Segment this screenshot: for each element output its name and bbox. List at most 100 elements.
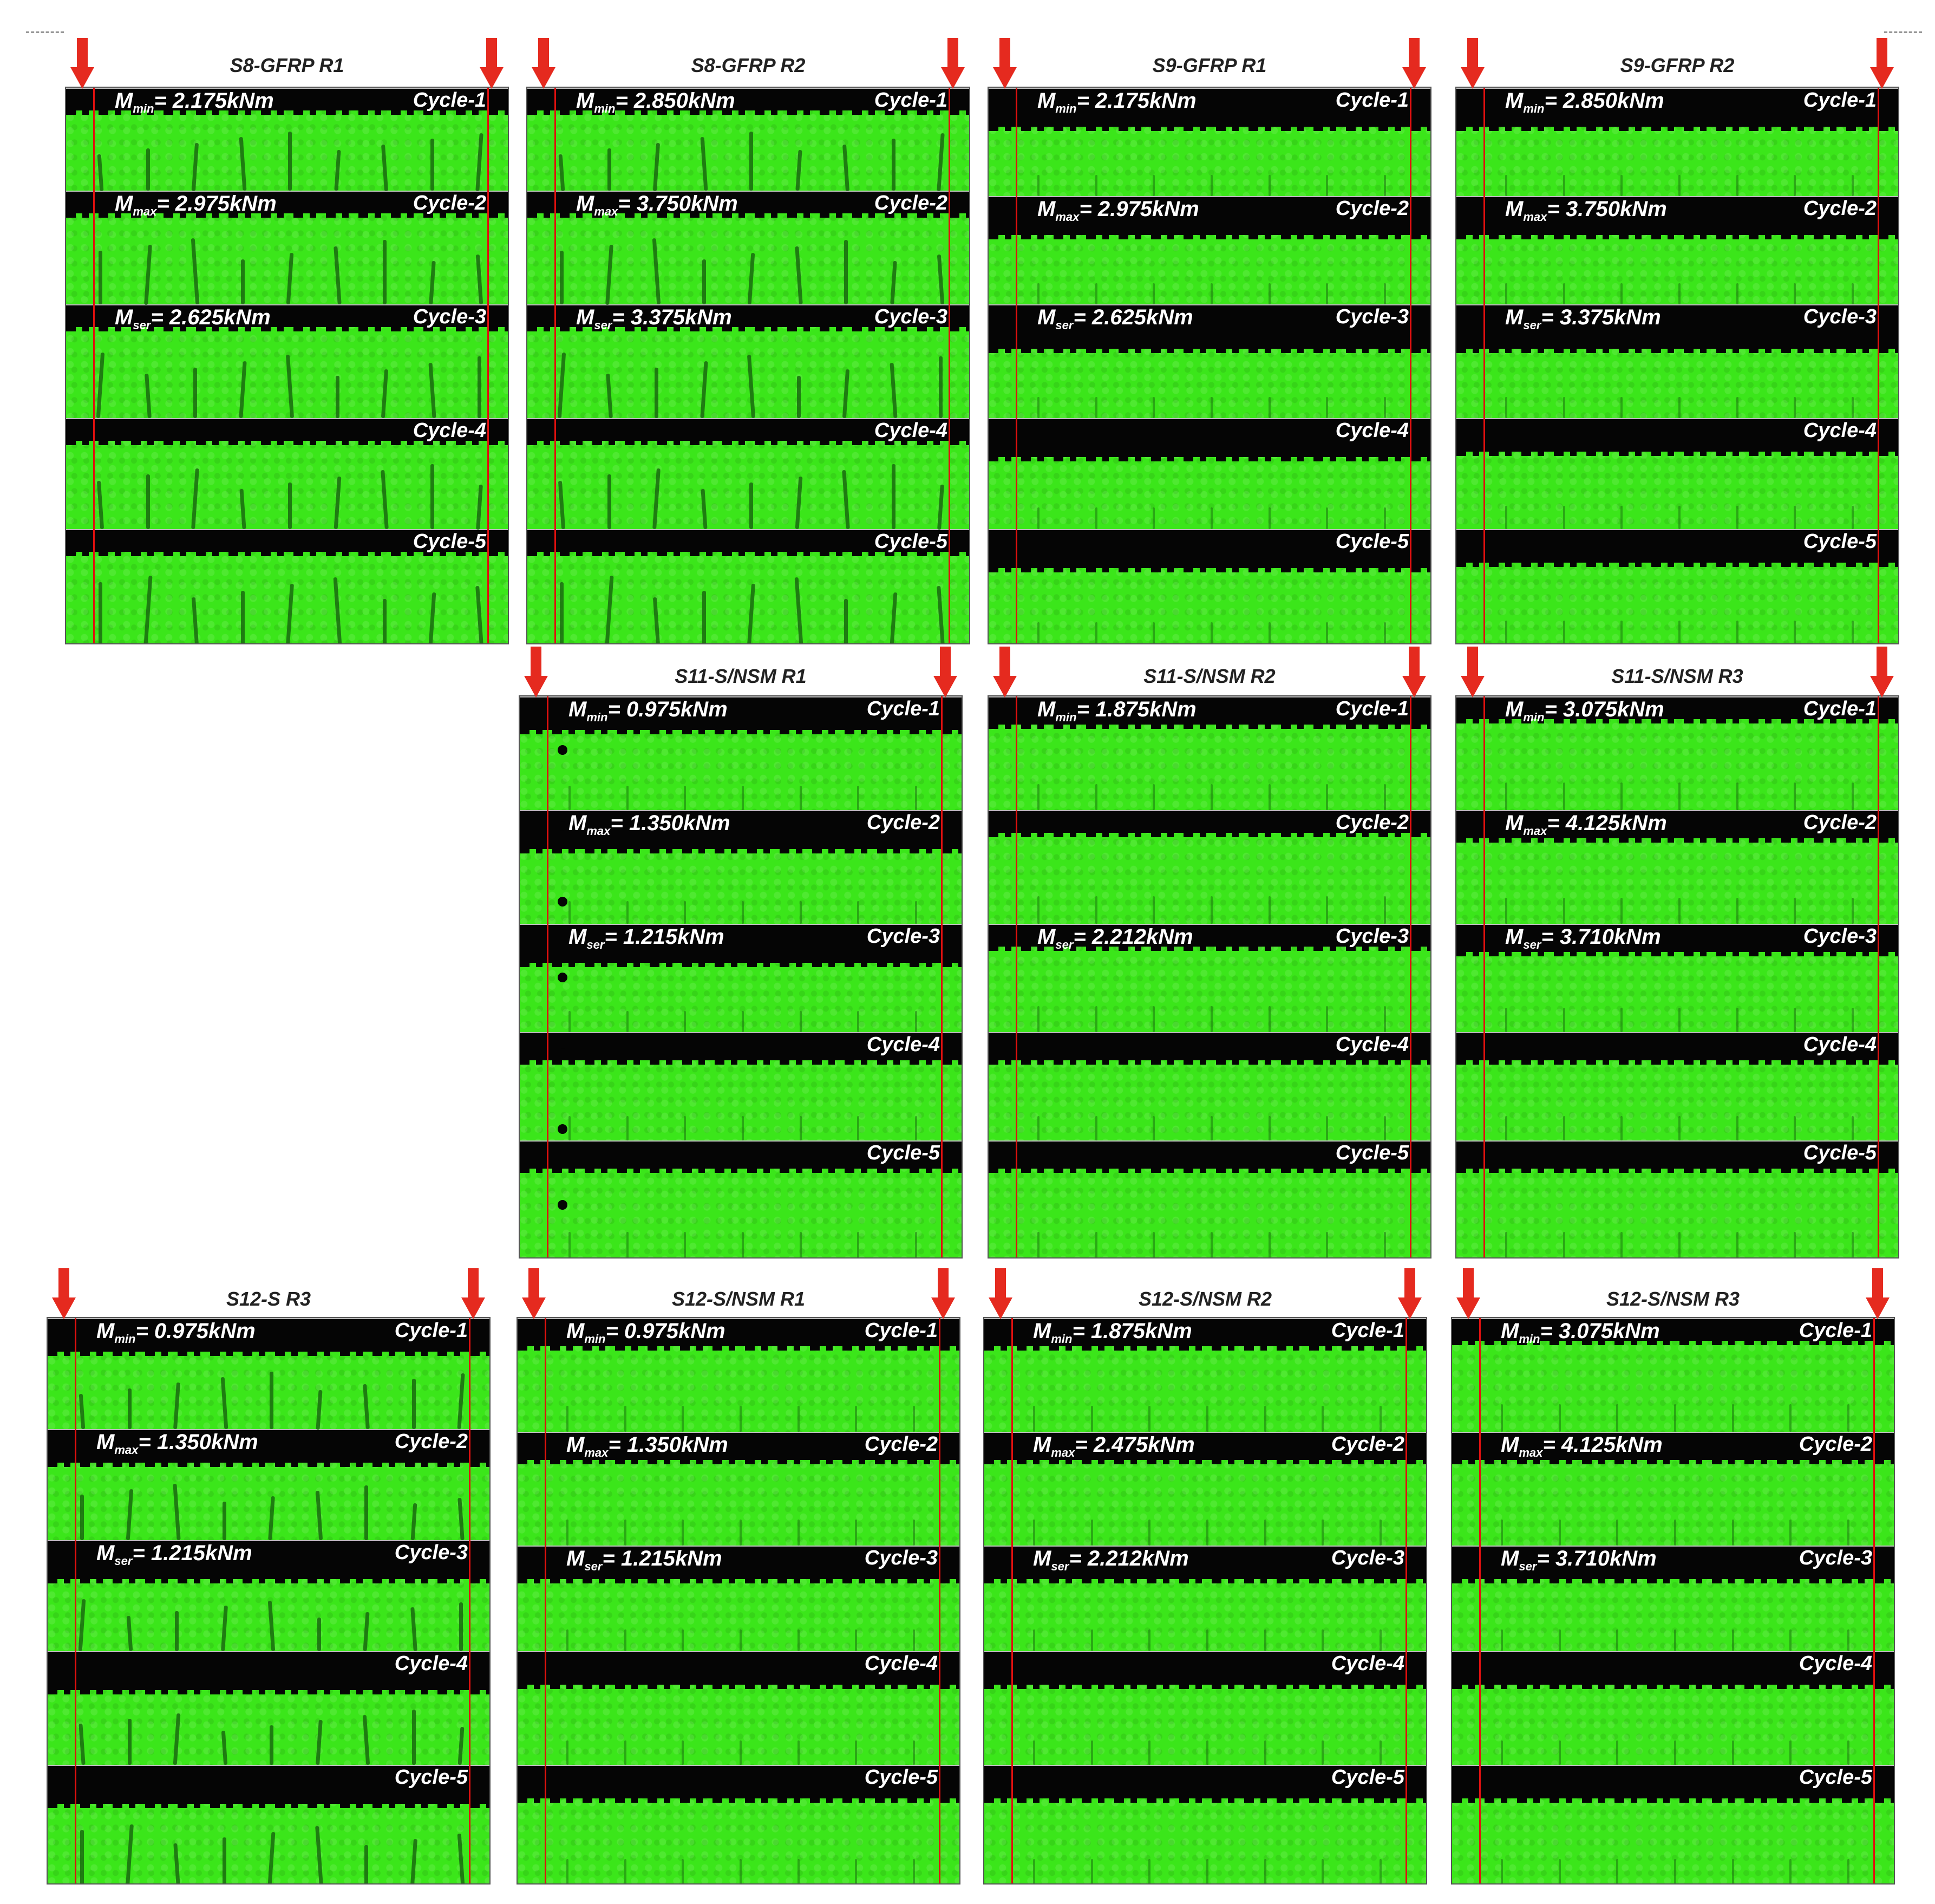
cycle-4-band (989, 1032, 1430, 1065)
hairline-crack (684, 1116, 687, 1140)
cycle-3-band (989, 924, 1430, 951)
cycle-2-band (527, 191, 969, 218)
cycle-5-band (989, 529, 1430, 572)
support-line-left (1016, 88, 1017, 643)
hairline-crack (1847, 1740, 1849, 1765)
flexural-crack (383, 599, 387, 643)
load-arrow-left-icon (993, 38, 1017, 90)
load-arrow-right-icon (1866, 1268, 1890, 1320)
cycle-1-band (66, 88, 508, 115)
arrow-head (1402, 67, 1426, 89)
moment-min-label: Mmin= 1.875kNm (1033, 1319, 1192, 1346)
hairline-crack (1380, 1740, 1382, 1765)
hairline-crack (1268, 175, 1271, 196)
cycle-label: Cycle-4 (1803, 419, 1877, 442)
hairline-crack (1505, 1116, 1507, 1140)
hairline-crack (1264, 1520, 1266, 1546)
hairline-crack (1852, 620, 1854, 643)
cycle-5-band (520, 1140, 962, 1173)
hairline-crack (1794, 1116, 1796, 1140)
flexural-crack (749, 482, 753, 529)
hairline-crack (1501, 1740, 1503, 1765)
hairline-crack (799, 1232, 802, 1257)
arrow-shaft (938, 1268, 949, 1300)
flexural-crack (99, 251, 102, 304)
cycle-label: Cycle-3 (413, 305, 486, 328)
hairline-crack (915, 1011, 917, 1032)
flexural-crack (844, 240, 848, 304)
hairline-crack (1558, 1520, 1561, 1546)
dic-strain-panel: Cycle-1 Cycle-2 Cycle-3 Cycle-4 Cycle-5 Mmin=… (526, 87, 970, 644)
cycle-1-band (520, 696, 962, 734)
cycle-label: Cycle-2 (1331, 1433, 1404, 1456)
moment-max-label: Mmax= 1.350kNm (96, 1430, 258, 1457)
hairline-crack (1736, 283, 1738, 304)
hairline-crack (1090, 1406, 1093, 1432)
flexural-crack (655, 367, 658, 418)
hairline-crack (1505, 397, 1507, 418)
hairline-crack (1037, 784, 1040, 810)
hairline-crack (1264, 1629, 1266, 1651)
hairline-crack (1852, 783, 1854, 810)
hairline-crack (855, 1859, 858, 1883)
flexural-crack (127, 1388, 132, 1429)
arrow-head (522, 1297, 546, 1319)
arrow-shaft (1467, 38, 1478, 69)
hairline-crack (624, 1520, 626, 1546)
support-line-right (1878, 88, 1879, 643)
hairline-crack (1852, 1232, 1854, 1257)
arrow-head (941, 67, 965, 89)
hairline-crack (566, 1520, 568, 1546)
arrow-head (931, 1297, 955, 1319)
cycle-label: Cycle-1 (1335, 89, 1409, 112)
hairline-crack (684, 1232, 687, 1257)
hairline-crack (1211, 622, 1213, 643)
flexural-crack (702, 259, 706, 304)
hairline-crack (1037, 622, 1040, 643)
flexural-crack (364, 1845, 368, 1883)
hairline-crack (1268, 397, 1271, 418)
cycle-label: Cycle-5 (1803, 1142, 1877, 1164)
hairline-crack (1789, 1740, 1792, 1765)
cycle-label: Cycle-2 (1803, 197, 1877, 220)
cycle-label: Cycle-3 (866, 925, 940, 948)
cycle-1-band (48, 1318, 489, 1356)
hairline-crack (1153, 1006, 1155, 1032)
hairline-crack (1206, 1520, 1208, 1546)
hairline-crack (1384, 896, 1386, 924)
moment-max-label: Mmax= 2.975kNm (1037, 197, 1199, 224)
hairline-crack (742, 1116, 744, 1140)
specimen-surface (520, 696, 962, 1257)
hairline-crack (1563, 1232, 1565, 1257)
support-line-left (1483, 88, 1485, 643)
hairline-crack (1620, 783, 1623, 810)
cycle-4-band (66, 418, 508, 445)
cycle-3-band (1456, 304, 1898, 353)
moment-max-label: Mmax= 3.750kNm (576, 192, 738, 218)
hairline-crack (1505, 898, 1507, 924)
hairline-crack (797, 1520, 800, 1546)
hairline-crack (1095, 1232, 1097, 1257)
cycle-3-band (527, 304, 969, 331)
cycle-label: Cycle-2 (413, 192, 486, 214)
hairline-crack (915, 786, 917, 810)
cycle-label: Cycle-3 (874, 305, 947, 328)
hairline-crack (1563, 1116, 1565, 1140)
hairline-crack (1794, 1008, 1796, 1032)
hairline-crack (1153, 622, 1155, 643)
hairline-crack (1616, 1859, 1619, 1883)
panel-title: S12-S R3 (226, 1288, 311, 1310)
flexural-crack (80, 1494, 84, 1540)
arrow-shaft (77, 38, 88, 69)
hairline-crack (1211, 283, 1213, 304)
cycle-5-band (1452, 1765, 1894, 1803)
flexural-crack (459, 1602, 463, 1651)
hairline-crack (857, 901, 860, 924)
cycle-label: Cycle-1 (874, 89, 947, 112)
hairline-crack (1326, 622, 1329, 643)
hairline-crack (1678, 505, 1681, 529)
moment-ser-label: Mser= 1.215kNm (568, 925, 724, 951)
cycle-label: Cycle-5 (1335, 530, 1409, 553)
arrow-shaft (531, 647, 541, 678)
hairline-crack (1501, 1629, 1503, 1651)
